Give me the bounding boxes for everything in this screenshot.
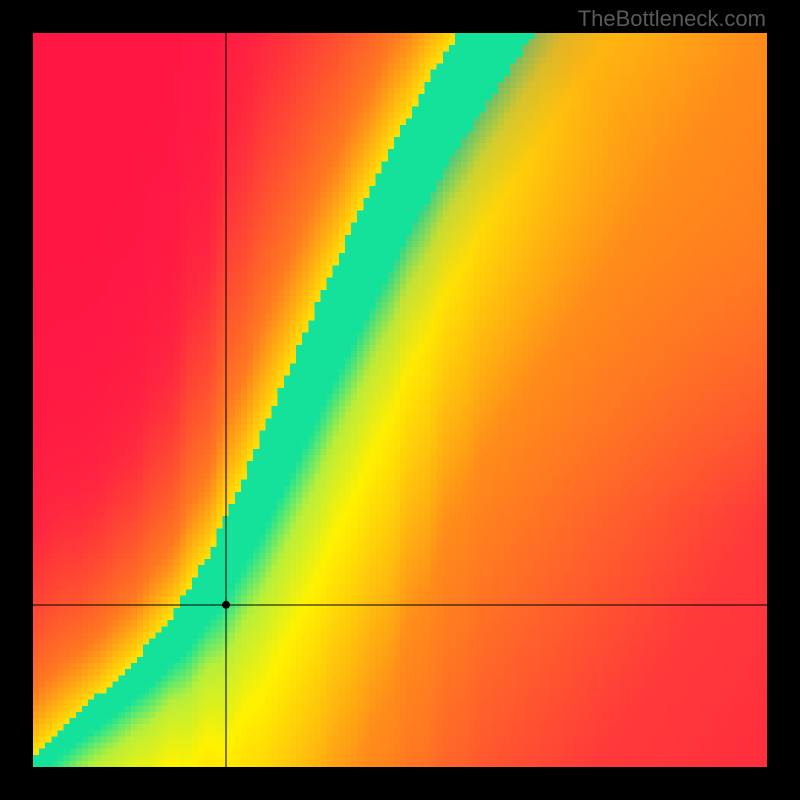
watermark-text: TheBottleneck.com (578, 6, 766, 32)
crosshair-overlay (33, 33, 767, 767)
crosshair-dot (222, 601, 230, 609)
